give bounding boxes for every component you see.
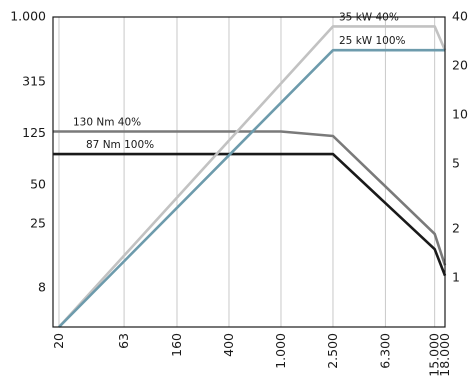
y-left-tick-label: 315 [22,73,46,88]
x-tick-label: 2.500 [325,333,340,369]
y-right-axis-ticks: 40 20 10 5 2 1 [452,9,468,285]
y-left-tick-label: 50 [30,177,46,192]
x-tick-label: 15.000 [427,333,442,377]
series-line-power100 [58,48,445,328]
y-left-tick-label: 1.000 [10,9,46,24]
series-line-torque40 [53,130,447,266]
plot-frame [52,16,446,328]
x-tick-label: 160 [169,333,184,357]
y-left-tick-label: 8 [38,280,46,295]
y-right-tick-label: 20 [452,58,468,73]
y-right-tick-label: 2 [452,220,460,235]
y-left-axis-ticks: 1.000 315 125 50 25 8 [10,9,46,295]
x-tick-label: 18.000 [437,333,452,377]
y-right-tick-label: 1 [452,269,460,284]
series-lines [53,25,447,328]
annotation-power40: 35 kW 40% [339,11,399,23]
x-tick-label: 63 [116,333,131,349]
y-left-tick-label: 25 [30,216,46,231]
y-right-tick-label: 10 [452,107,468,122]
x-tick-label: 6.300 [377,333,392,369]
series-line-power40 [58,25,447,328]
x-tick-label: 1.000 [273,333,288,369]
y-right-tick-label: 5 [452,156,460,171]
annotation-power100: 25 kW 100% [339,35,406,47]
y-right-tick-label: 40 [452,9,468,24]
series-line-torque100 [53,152,447,277]
annotations: 130 Nm 40% 87 Nm 100% 35 kW 40% 25 kW 100% [73,11,406,151]
annotation-torque40: 130 Nm 40% [73,117,141,129]
y-left-tick-label: 125 [22,125,46,140]
gridlines [58,17,446,327]
x-tick-label: 400 [221,333,236,357]
annotation-torque100: 87 Nm 100% [86,139,154,151]
x-tick-label: 20 [51,333,66,349]
